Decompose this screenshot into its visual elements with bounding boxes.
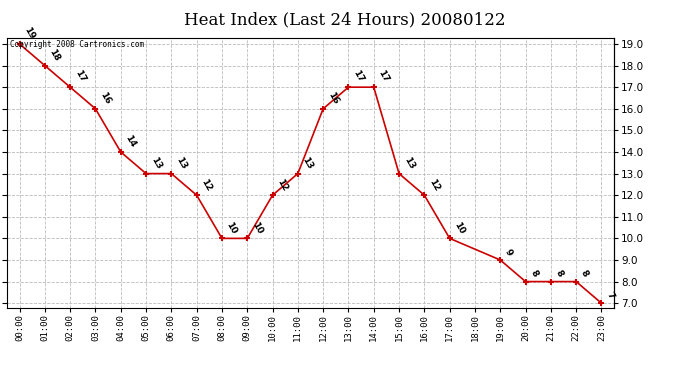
Text: 8: 8 <box>553 269 564 279</box>
Text: Copyright 2008 Cartronics.com: Copyright 2008 Cartronics.com <box>10 40 144 49</box>
Text: 10: 10 <box>225 220 239 236</box>
Text: 13: 13 <box>301 156 315 171</box>
Text: 10: 10 <box>453 220 466 236</box>
Text: 17: 17 <box>377 69 391 84</box>
Text: 12: 12 <box>427 177 441 192</box>
Text: 8: 8 <box>529 269 540 279</box>
Text: 16: 16 <box>326 91 340 106</box>
Text: 13: 13 <box>402 156 416 171</box>
Text: 16: 16 <box>98 91 112 106</box>
Text: 18: 18 <box>48 48 61 63</box>
Text: 14: 14 <box>124 134 137 149</box>
Text: 13: 13 <box>174 156 188 171</box>
Text: Heat Index (Last 24 Hours) 20080122: Heat Index (Last 24 Hours) 20080122 <box>184 11 506 28</box>
Text: 7: 7 <box>604 290 615 300</box>
Text: 19: 19 <box>22 26 37 41</box>
Text: 17: 17 <box>351 69 365 84</box>
Text: 13: 13 <box>149 156 163 171</box>
Text: 9: 9 <box>503 247 514 257</box>
Text: 10: 10 <box>250 220 264 236</box>
Text: 12: 12 <box>199 177 213 192</box>
Text: 12: 12 <box>275 177 289 192</box>
Text: 8: 8 <box>579 269 590 279</box>
Text: 17: 17 <box>73 69 87 84</box>
